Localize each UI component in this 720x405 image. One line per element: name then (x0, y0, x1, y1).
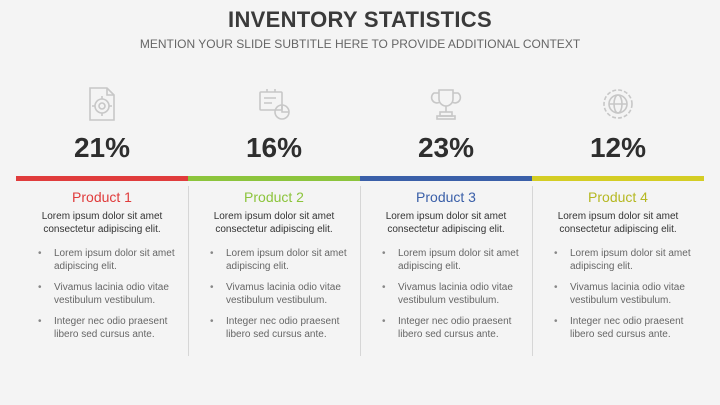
product-column-4: 12% Product 4 Lorem ipsum dolor sit amet… (532, 82, 704, 362)
color-bar (188, 176, 360, 181)
product-column-2: 16% Product 2 Lorem ipsum dolor sit amet… (188, 82, 360, 362)
list-item: Integer nec odio praesent libero sed cur… (188, 316, 360, 341)
product-name: Product 3 (416, 189, 476, 205)
product-description: Lorem ipsum dolor sit amet consectetur a… (557, 211, 679, 235)
list-item: Integer nec odio praesent libero sed cur… (16, 316, 188, 341)
bullet-list: Lorem ipsum dolor sit amet adipiscing el… (532, 248, 704, 350)
slide-subtitle: MENTION YOUR SLIDE SUBTITLE HERE TO PROV… (139, 37, 581, 51)
list-item: Vivamus lacinia odio vitae vestibulum ve… (16, 282, 188, 307)
color-bar (360, 176, 532, 181)
list-item: Vivamus lacinia odio vitae vestibulum ve… (360, 282, 532, 307)
list-item: Lorem ipsum dolor sit amet adipiscing el… (532, 248, 704, 273)
product-percent: 21% (73, 132, 131, 163)
list-item: Vivamus lacinia odio vitae vestibulum ve… (532, 282, 704, 307)
product-description: Lorem ipsum dolor sit amet consectetur a… (385, 211, 507, 235)
document-target-icon (16, 86, 188, 126)
list-item: Integer nec odio praesent libero sed cur… (532, 316, 704, 341)
product-percent: 12% (589, 132, 647, 163)
list-item: Integer nec odio praesent libero sed cur… (360, 316, 532, 341)
product-description: Lorem ipsum dolor sit amet consectetur a… (213, 211, 335, 235)
list-item: Vivamus lacinia odio vitae vestibulum ve… (188, 282, 360, 307)
bullet-list: Lorem ipsum dolor sit amet adipiscing el… (360, 248, 532, 350)
product-name: Product 1 (72, 189, 132, 205)
product-percent: 23% (417, 132, 475, 163)
product-name: Product 2 (244, 189, 304, 205)
list-item: Lorem ipsum dolor sit amet adipiscing el… (360, 248, 532, 273)
color-bar (532, 176, 704, 181)
bullet-list: Lorem ipsum dolor sit amet adipiscing el… (188, 248, 360, 350)
bullet-list: Lorem ipsum dolor sit amet adipiscing el… (16, 248, 188, 350)
trophy-icon (360, 86, 532, 126)
slide-title: INVENTORY STATISTICS (228, 7, 492, 32)
color-bar (16, 176, 188, 181)
chart-board-icon (188, 86, 360, 126)
product-columns: 21% Product 1 Lorem ipsum dolor sit amet… (16, 82, 704, 362)
list-item: Lorem ipsum dolor sit amet adipiscing el… (188, 248, 360, 273)
list-item: Lorem ipsum dolor sit amet adipiscing el… (16, 248, 188, 273)
product-percent: 16% (245, 132, 303, 163)
globe-gear-icon (532, 86, 704, 126)
product-description: Lorem ipsum dolor sit amet consectetur a… (41, 211, 163, 235)
product-column-3: 23% Product 3 Lorem ipsum dolor sit amet… (360, 82, 532, 362)
product-column-1: 21% Product 1 Lorem ipsum dolor sit amet… (16, 82, 188, 362)
product-name: Product 4 (588, 189, 648, 205)
